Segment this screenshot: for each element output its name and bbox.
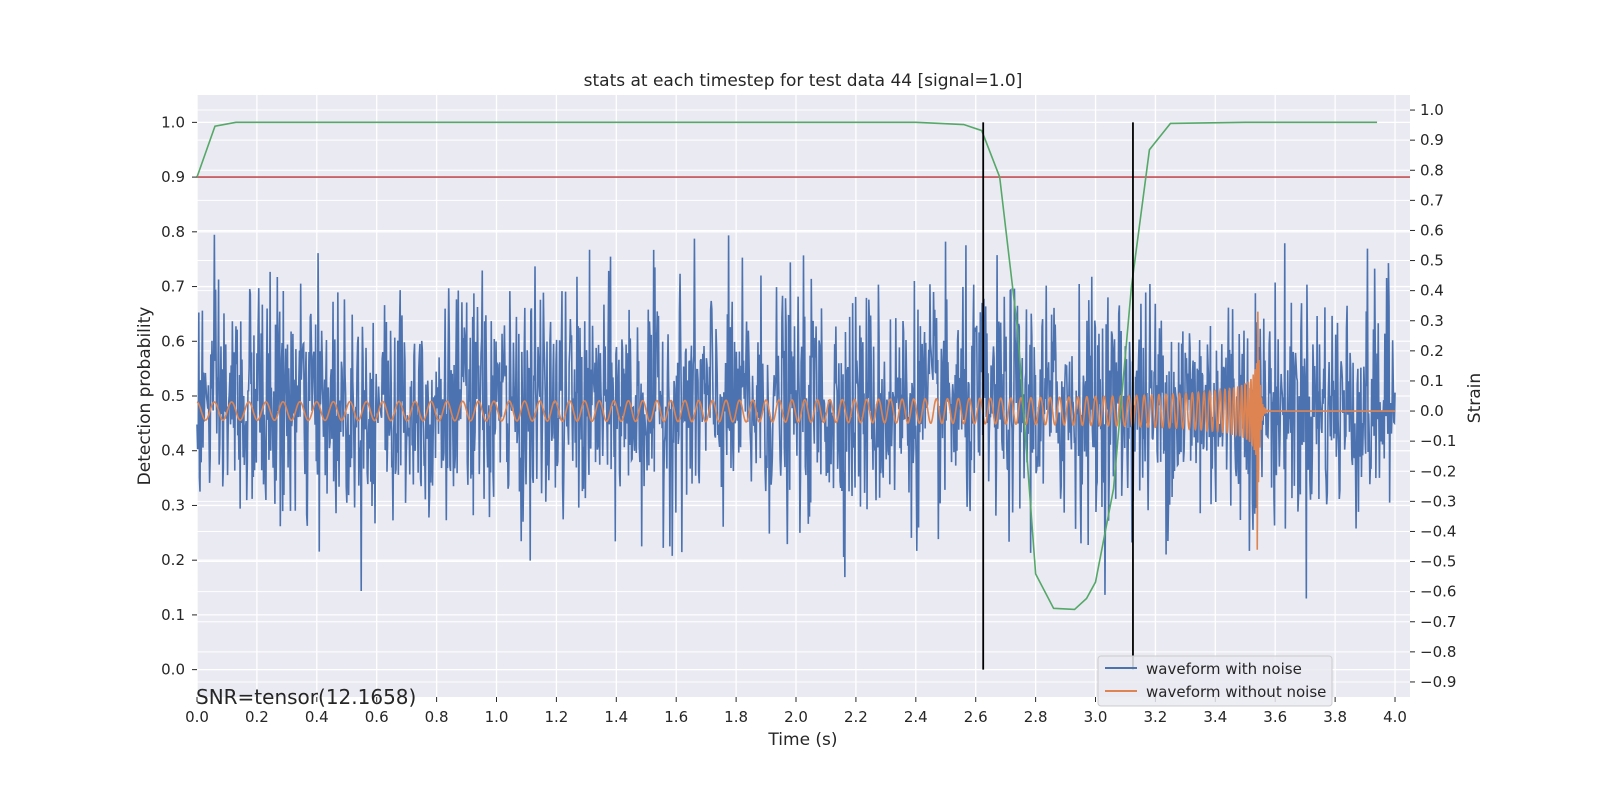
y-axis-label-left: Detection probability	[135, 307, 155, 486]
y-right-tick-label: −0.7	[1420, 613, 1456, 631]
x-tick-label: 3.6	[1263, 708, 1287, 726]
series-detection-probability	[196, 121, 1378, 611]
y-right-tick-label: −0.1	[1420, 432, 1456, 450]
y-left-tick-label: 0.3	[161, 496, 185, 514]
y-left-tick-label: 1.0	[161, 113, 185, 131]
series-layer	[196, 121, 1410, 670]
x-tick-label: 0.6	[365, 708, 389, 726]
y-right-tick-label: 0.3	[1420, 312, 1444, 330]
y-right-tick-label: −0.6	[1420, 583, 1456, 601]
x-tick-label: 1.2	[544, 708, 568, 726]
y-axis-label-right: Strain	[1465, 373, 1485, 423]
x-tick-label: 0.0	[185, 708, 209, 726]
x-tick-label: 4.0	[1383, 708, 1407, 726]
y-left-tick-label: 0.7	[161, 278, 185, 296]
y-right-tick-label: 0.6	[1420, 221, 1444, 239]
y-right-tick-label: 0.4	[1420, 282, 1444, 300]
x-tick-label: 3.4	[1203, 708, 1227, 726]
y-right-tick-label: 1.0	[1420, 101, 1444, 119]
x-tick-label: 2.6	[964, 708, 988, 726]
y-left-tick-label: 0.9	[161, 168, 185, 186]
x-tick-label: 3.8	[1323, 708, 1347, 726]
snr-annotation: SNR=tensor(12.1658)	[196, 685, 416, 709]
y-right-tick-label: 0.0	[1420, 402, 1444, 420]
y-right-tick-label: 0.7	[1420, 191, 1444, 209]
y-right-tick-labels: −0.9 −0.8 −0.7 −0.6 −0.5 −0.4 −0.3 −0.2 −0.1 0.0 0…	[1410, 101, 1456, 691]
y-right-tick-label: −0.2	[1420, 462, 1456, 480]
x-tick-label: 1.0	[485, 708, 509, 726]
y-right-tick-label: 0.2	[1420, 342, 1444, 360]
x-tick-label: 2.8	[1024, 708, 1048, 726]
y-right-tick-label: 0.1	[1420, 372, 1444, 390]
y-right-tick-label: −0.3	[1420, 492, 1456, 510]
x-tick-label: 1.8	[724, 708, 748, 726]
y-left-tick-label: 0.6	[161, 332, 185, 350]
x-tick-label: 1.4	[604, 708, 628, 726]
y-left-tick-label: 0.0	[161, 661, 185, 679]
y-right-tick-label: −0.4	[1420, 522, 1456, 540]
y-left-tick-label: 0.8	[161, 223, 185, 241]
y-left-tick-label: 0.1	[161, 606, 185, 624]
y-left-tick-labels: 0.0 0.1 0.2 0.3 0.4 0.5 0.6 0.7 0.8 0.9 1.0	[161, 113, 197, 679]
x-tick-label: 2.0	[784, 708, 808, 726]
x-axis-label: Time (s)	[767, 730, 837, 750]
chart-title: stats at each timestep for test data 44 …	[584, 71, 1023, 91]
x-tick-label: 2.2	[844, 708, 868, 726]
legend: waveform with noise waveform without noi…	[1097, 655, 1333, 707]
y-right-tick-label: −0.8	[1420, 643, 1456, 661]
y-right-tick-label: −0.9	[1420, 673, 1456, 691]
x-tick-label: 3.0	[1084, 708, 1108, 726]
series-waveform-without-noise	[196, 311, 1396, 550]
x-tick-label: 1.6	[664, 708, 688, 726]
x-tick-label: 2.4	[904, 708, 928, 726]
y-left-tick-label: 0.4	[161, 442, 185, 460]
y-right-tick-label: −0.5	[1420, 553, 1456, 571]
y-left-tick-label: 0.5	[161, 387, 185, 405]
y-right-tick-label: 0.9	[1420, 131, 1444, 149]
y-left-tick-label: 0.2	[161, 551, 185, 569]
legend-label-clean: waveform without noise	[1146, 683, 1326, 701]
y-right-tick-label: 0.5	[1420, 252, 1444, 270]
x-tick-label: 0.2	[245, 708, 269, 726]
y-right-tick-label: 0.8	[1420, 161, 1444, 179]
legend-label-noise: waveform with noise	[1146, 660, 1302, 678]
x-tick-labels: 0.0 0.2 0.4 0.6 0.8 1.0 1.2 1.4 1.6 1.8 2.0 2.2 2.4 2…	[185, 697, 1407, 726]
series-waveform-with-noise	[196, 234, 1396, 599]
legend-box	[1097, 655, 1333, 707]
x-tick-label: 3.2	[1143, 708, 1167, 726]
x-tick-label: 0.8	[425, 708, 449, 726]
x-tick-label: 0.4	[305, 708, 329, 726]
